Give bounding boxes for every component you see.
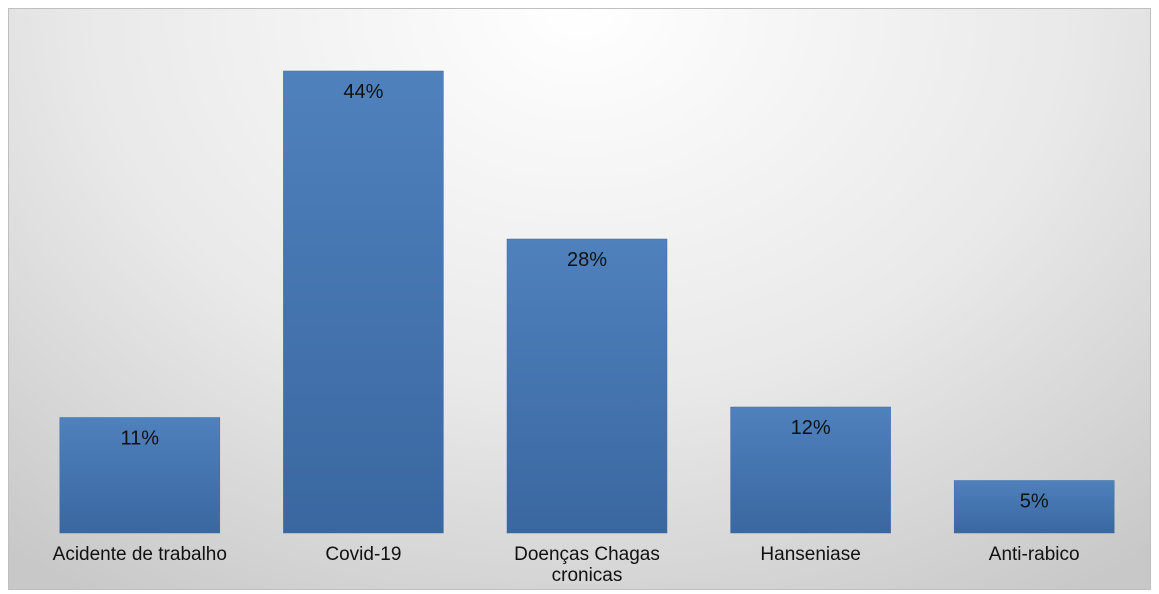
category-label-5: Anti-rabico: [989, 544, 1080, 565]
bar-chart: 11% 44% 28% 12% 5% Acidente de trabalho Covid…: [53, 70, 1115, 586]
bar-1: [59, 417, 221, 534]
data-label-4: 12%: [791, 417, 831, 439]
data-label-5: 5%: [1020, 491, 1049, 513]
data-label-3: 28%: [567, 249, 607, 271]
bar-2: [283, 70, 444, 534]
category-label-2: Covid-19: [325, 544, 401, 565]
bar-4: [730, 406, 891, 534]
bar-3: [506, 238, 668, 534]
chart-area: 11% 44% 28% 12% 5% Acidente de trabalho Covid…: [8, 8, 1151, 590]
data-label-1: 11%: [121, 428, 160, 450]
bar-5: [953, 480, 1115, 534]
data-label-2: 44%: [343, 81, 383, 103]
category-label-1: Acidente de trabalho: [53, 544, 227, 565]
category-label-3: Doenças Chagas cronicas: [514, 544, 660, 586]
category-label-4: Hanseniase: [760, 544, 860, 565]
